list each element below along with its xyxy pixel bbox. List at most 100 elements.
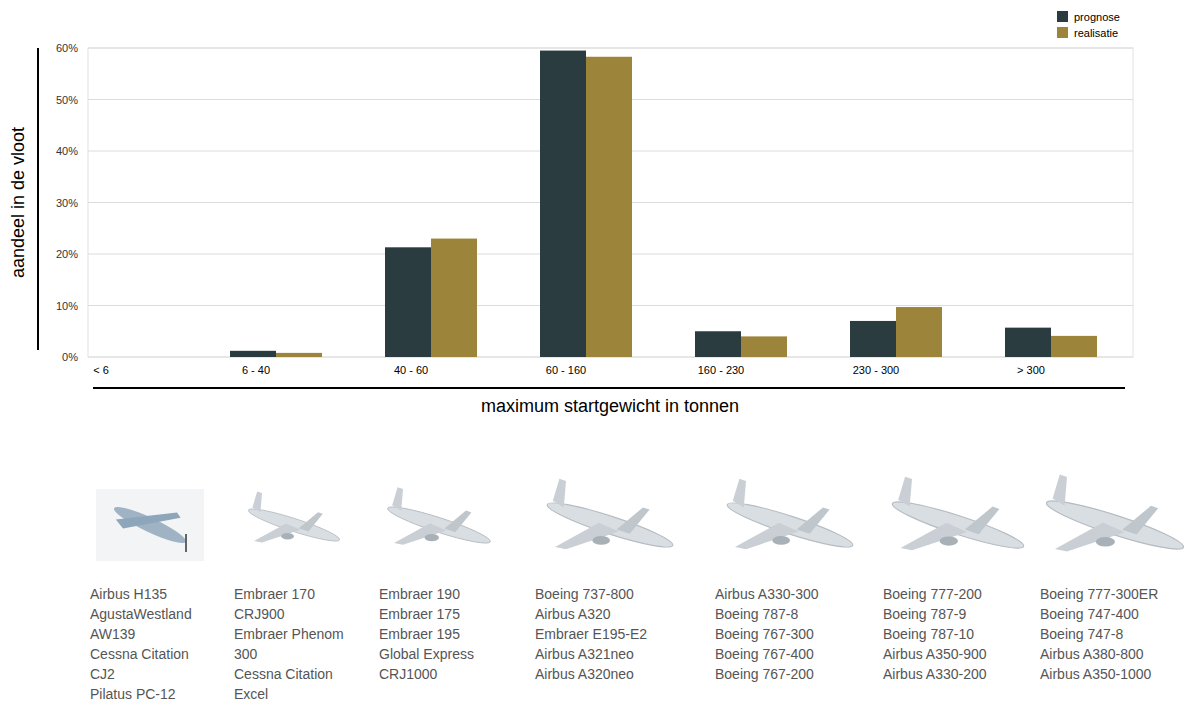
aircraft-name: Boeing 747-8 [1040,624,1182,644]
fuselage [890,495,1027,555]
fuselage [1044,494,1187,557]
wing [1055,523,1125,552]
bar [896,307,942,357]
engine [425,534,439,541]
y-tick-label: 30% [56,197,78,209]
wing [116,512,181,528]
aircraft-name: Embraer 195 [379,624,524,644]
aircraft-list: Embraer 170CRJ900Embraer Phenom 300Cessn… [234,584,350,704]
aircraft-name: Airbus A320neo [535,664,695,684]
bars [230,51,1097,357]
bar [431,239,477,357]
aircraft-name: Boeing 787-10 [883,624,1033,644]
aircraft-name: Embraer E195-E2 [535,624,695,644]
fuselage [111,502,189,549]
aircraft-name: Airbus A350-1000 [1040,664,1182,684]
wing [965,507,1000,535]
aircraft-name: Airbus A330-200 [883,664,1033,684]
engine [281,533,294,539]
wing [797,507,830,533]
wing [617,507,650,533]
aircraft-name: Cessna Citation Excel [234,664,350,704]
fuselage [385,501,492,548]
aircraft-name: Embraer 175 [379,604,524,624]
aircraft-name: Airbus A380-800 [1040,644,1182,664]
y-tick-label: 40% [56,145,78,157]
legend: prognoserealisatie [1057,11,1120,39]
aircraft-illustrations [96,475,1186,561]
x-tick-label: 6 - 40 [242,364,270,376]
wing [901,523,968,551]
aircraft-name: Embraer Phenom 300 [234,624,350,664]
aircraft-list: Boeing 737-800Airbus A320Embraer E195-E2… [535,584,695,684]
fuselage [246,504,341,546]
aircraft-name: AgustaWestland AW139 [90,604,208,644]
propeller [185,534,187,552]
plot-frame [88,48,1133,357]
grid-line [88,48,1133,49]
aircraft-name: Airbus A320 [535,604,695,624]
tail [898,477,912,507]
aircraft-name: CRJ1000 [379,664,524,684]
y-tick-label: 20% [56,248,78,260]
aircraft-list: Airbus H135AgustaWestland AW139Cessna Ci… [90,584,208,704]
bar [540,51,586,357]
aircraft-illustration [1044,475,1187,557]
aircraft-illustration [96,489,204,561]
bar [121,357,167,358]
legend-swatch [1057,11,1068,22]
aircraft-name: Boeing 777-300ER [1040,584,1182,604]
y-axis-title: aandeel in de vloot [8,127,28,278]
wing [254,523,300,542]
tail [733,479,746,508]
aircraft-name: Cessna Citation CJ2 [90,644,208,684]
tail [1053,475,1067,506]
bar [850,321,896,357]
x-axis-line [93,387,1125,389]
aircraft-name: Boeing 767-200 [715,664,875,684]
fuselage [545,496,676,554]
wing [394,523,446,545]
aircraft-name: Global Express [379,644,524,664]
wing [1122,506,1158,535]
aircraft-name: Boeing 777-200 [883,584,1033,604]
tail [392,487,403,510]
aircraft-name: Boeing 747-400 [1040,604,1182,624]
aircraft-name: Airbus H135 [90,584,208,604]
aircraft-name: Boeing 737-800 [535,584,695,604]
x-tick-label: 160 - 230 [698,364,744,376]
bar [1051,336,1097,357]
bar [276,353,322,357]
aircraft-name: Embraer 170 [234,584,350,604]
illustration-bg [96,489,204,561]
x-tick-label: > 300 [1017,364,1045,376]
aircraft-name: Boeing 787-9 [883,604,1033,624]
engine [940,537,958,546]
aircraft-illustration [385,487,492,548]
aircraft-name: Embraer 190 [379,584,524,604]
aircraft-list: Airbus A330-300Boeing 787-8Boeing 767-30… [715,584,875,684]
aircraft-name: Boeing 767-400 [715,644,875,664]
x-tick-label: 60 - 160 [546,364,586,376]
legend-swatch [1057,27,1068,38]
y-tick-label: 0% [62,351,78,363]
aircraft-name: CRJ900 [234,604,350,624]
legend-label: prognose [1074,11,1120,23]
aircraft-name: Boeing 767-300 [715,624,875,644]
aircraft-illustration [246,491,341,546]
aircraft-name: Airbus A321neo [535,644,695,664]
wing [444,511,471,533]
engine [592,536,610,545]
x-tick-label: 40 - 60 [394,364,428,376]
aircraft-illustration [890,477,1027,555]
bar [88,357,121,358]
aircraft-illustration [725,479,856,554]
wing [735,523,799,549]
wing [555,523,619,549]
aircraft-list: Boeing 777-200Boeing 787-9Boeing 787-10A… [883,584,1033,684]
aircraft-list: Embraer 190Embraer 175Embraer 195Global … [379,584,524,684]
y-tick-label: 60% [56,42,78,54]
bar [1005,328,1051,357]
aircraft-illustration [545,479,676,554]
aircraft-name: Airbus A350-900 [883,644,1033,664]
